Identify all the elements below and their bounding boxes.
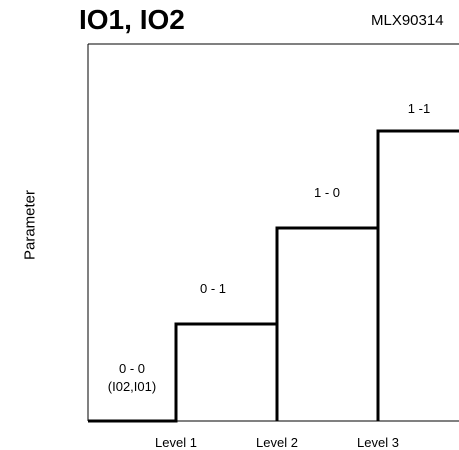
x-level-label-1: Level 1 bbox=[155, 435, 197, 450]
x-level-label-3: Level 3 bbox=[357, 435, 399, 450]
part-number: MLX90314 bbox=[371, 12, 444, 29]
step-sublabel-0: (I02,I01) bbox=[108, 379, 156, 394]
diagram-title: IO1, IO2 bbox=[79, 4, 185, 35]
step-label-2: 1 - 0 bbox=[314, 185, 340, 200]
x-level-label-2: Level 2 bbox=[256, 435, 298, 450]
step-label-0: 0 - 0 bbox=[119, 361, 145, 376]
step-signal-line bbox=[88, 129, 459, 423]
step-label-3: 1 -1 bbox=[408, 101, 430, 116]
step-label-1: 0 - 1 bbox=[200, 281, 226, 296]
